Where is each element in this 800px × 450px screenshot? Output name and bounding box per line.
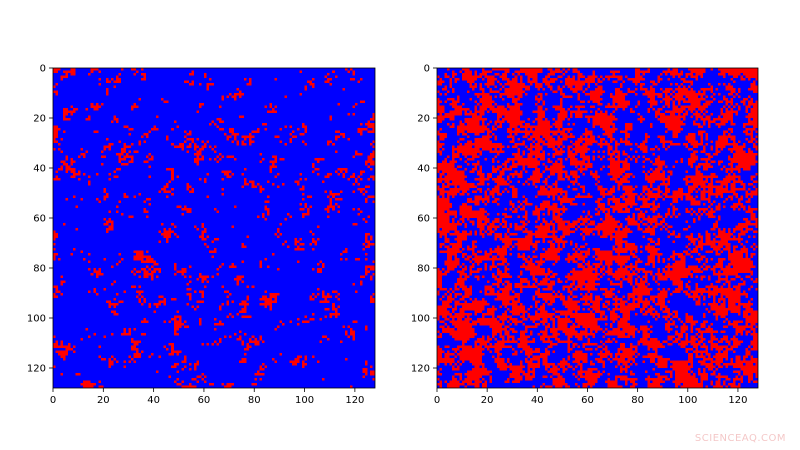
y-tick-label: 40 <box>33 164 46 175</box>
heatmap-left <box>53 68 375 388</box>
y-tick-label: 100 <box>27 314 46 325</box>
x-tick-label: 80 <box>248 395 261 406</box>
y-tick-label: 0 <box>424 64 430 75</box>
y-tick-label: 60 <box>33 214 46 225</box>
x-tick-label: 40 <box>531 395 544 406</box>
x-tick-label: 120 <box>728 395 747 406</box>
y-tick-label: 80 <box>417 264 430 275</box>
x-tick-label: 100 <box>295 395 314 406</box>
y-tick-label: 60 <box>417 214 430 225</box>
x-tick-label: 0 <box>434 395 440 406</box>
y-tick-label: 120 <box>411 364 430 375</box>
axes-frame-right <box>436 67 759 389</box>
heatmap-right <box>437 68 758 388</box>
y-tick-label: 120 <box>27 364 46 375</box>
x-tick-label: 60 <box>581 395 594 406</box>
x-tick-label: 120 <box>345 395 364 406</box>
x-tick-label: 100 <box>678 395 697 406</box>
x-tick-label: 60 <box>198 395 211 406</box>
x-tick-label: 20 <box>97 395 110 406</box>
y-tick-label: 100 <box>411 314 430 325</box>
x-tick-label: 20 <box>481 395 494 406</box>
x-tick-label: 80 <box>631 395 644 406</box>
x-tick-label: 0 <box>50 395 56 406</box>
x-tick-label: 40 <box>147 395 160 406</box>
watermark: SCIENCEAQ.COM <box>694 433 786 444</box>
y-tick-label: 0 <box>40 64 46 75</box>
axes-frame-left <box>52 67 376 389</box>
y-tick-label: 20 <box>417 114 430 125</box>
y-tick-label: 40 <box>417 164 430 175</box>
y-tick-label: 80 <box>33 264 46 275</box>
y-tick-label: 20 <box>33 114 46 125</box>
